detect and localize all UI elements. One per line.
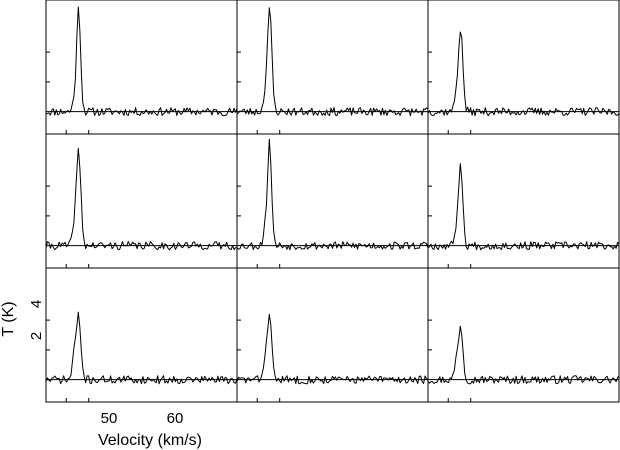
spectrum-line-5 [236,138,429,251]
spectrum-line-8 [236,313,429,385]
x-tick-label-60: 60 [167,410,184,427]
panel-group [45,0,620,403]
spectrum-line-2 [236,7,429,117]
panel-frame-9 [427,267,620,403]
x-axis-label: Velocity (km/s) [98,432,202,449]
panel-frame-1 [45,0,238,135]
spectrum-line-9 [427,325,620,385]
panel-frame-6 [427,133,620,269]
spectrum-line-3 [427,31,620,117]
y-axis-label: T (K) [0,301,17,336]
panel-frame-3 [427,0,620,135]
spectrum-line-6 [427,163,620,251]
spectrum-line-1 [45,6,238,117]
y-tick-label-2: 2 [28,332,45,340]
spectrum-line-7 [45,311,238,385]
spectrum-line-4 [45,147,237,251]
y-tick-label-4: 4 [28,300,45,308]
x-tick-label-50: 50 [101,410,118,427]
